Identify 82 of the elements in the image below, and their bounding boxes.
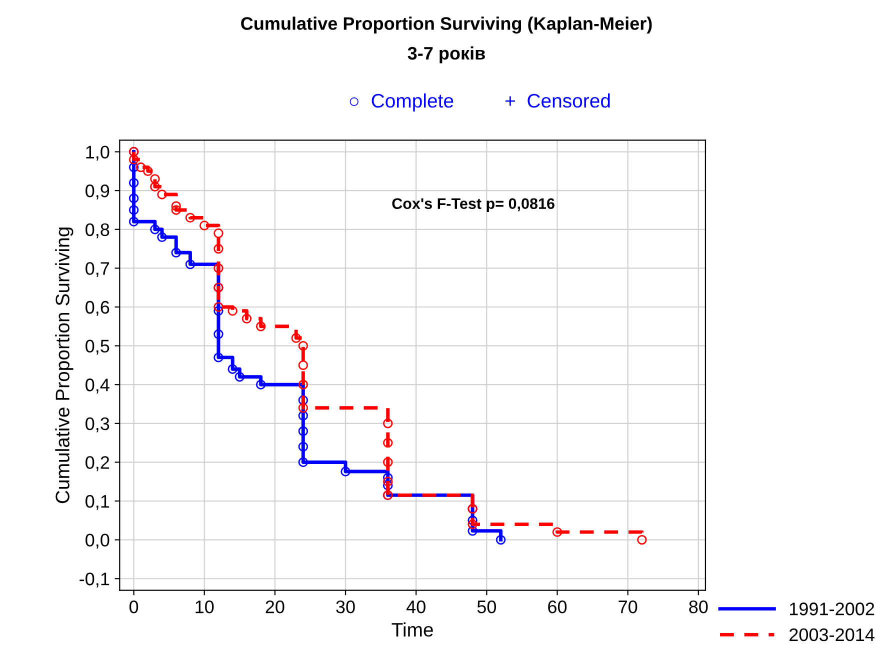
point xyxy=(214,352,224,362)
legend-label: 1991-2002 xyxy=(790,602,874,616)
point xyxy=(214,302,224,312)
chart-title: Cumulative Proportion Surviving (Kaplan-Meier) xyxy=(241,16,652,34)
chart-subtitle: 3-7 років xyxy=(408,46,485,64)
y-tick-label: 0,5 xyxy=(86,340,110,355)
point xyxy=(128,193,139,204)
point xyxy=(214,244,224,254)
point xyxy=(157,190,167,200)
point xyxy=(128,216,139,226)
point xyxy=(128,178,139,188)
point xyxy=(383,457,393,468)
y-tick-label: 0,4 xyxy=(86,378,110,394)
point xyxy=(171,201,181,211)
point xyxy=(340,466,350,476)
point xyxy=(256,380,266,390)
y-tick-label: 0,8 xyxy=(86,223,110,238)
point xyxy=(468,519,478,530)
point xyxy=(383,476,393,486)
point xyxy=(298,380,308,390)
point xyxy=(256,322,266,332)
legend-label: 2003-2014 xyxy=(790,628,874,642)
y-tick-label: 1,0 xyxy=(86,146,110,161)
point xyxy=(214,263,224,274)
point xyxy=(468,526,478,536)
point xyxy=(298,340,308,351)
text: ○ Complete xyxy=(350,93,454,112)
x-tick-label: 80 xyxy=(689,600,708,614)
point xyxy=(128,162,139,172)
point xyxy=(383,438,393,448)
point xyxy=(228,364,238,374)
y-tick-label: 0,2 xyxy=(86,456,110,472)
point xyxy=(298,410,308,421)
point xyxy=(150,224,160,234)
y-tick-label: 0,3 xyxy=(86,417,110,432)
point xyxy=(291,333,301,343)
point xyxy=(214,329,224,340)
x-tick-label: 60 xyxy=(548,600,567,614)
point xyxy=(228,306,238,316)
point xyxy=(383,472,393,483)
point xyxy=(637,534,647,545)
point xyxy=(150,174,160,184)
y-axis-title: Cumulative Proportion Surviving xyxy=(55,228,74,504)
x-tick-label: 40 xyxy=(406,600,426,614)
x-axis-title: Time xyxy=(392,622,433,637)
point xyxy=(298,457,308,468)
point xyxy=(136,162,146,172)
y-tick-label: 0,6 xyxy=(86,300,110,316)
y-tick-label: 0,7 xyxy=(86,262,110,278)
annotation: Cox's F-Test p= 0,0816 xyxy=(392,198,554,212)
x-tick-label: 10 xyxy=(196,600,214,614)
point xyxy=(199,220,210,230)
point xyxy=(185,212,196,223)
x-tick-label: 0 xyxy=(129,600,138,614)
y-tick-label: 0,0 xyxy=(86,534,110,549)
point xyxy=(214,228,224,238)
x-tick-label: 70 xyxy=(618,600,638,614)
point xyxy=(298,403,308,413)
x-tick-label: 50 xyxy=(477,600,496,614)
point xyxy=(128,154,139,164)
point xyxy=(298,442,308,452)
y-tick-label: 0,9 xyxy=(86,184,110,200)
point xyxy=(552,527,562,537)
y-tick-label: 0,1 xyxy=(86,494,110,510)
point xyxy=(157,232,167,242)
point xyxy=(214,306,224,316)
point xyxy=(171,205,181,215)
y-tick-label: -0,1 xyxy=(80,572,110,588)
point xyxy=(150,182,160,192)
point xyxy=(383,418,393,428)
point xyxy=(234,372,245,382)
point xyxy=(128,205,139,215)
point xyxy=(143,166,153,176)
text: + Censored xyxy=(505,93,610,108)
point xyxy=(298,426,308,436)
x-tick-label: 30 xyxy=(336,600,355,614)
x-tick-label: 20 xyxy=(266,600,284,614)
point xyxy=(171,248,181,258)
point xyxy=(298,360,308,370)
point xyxy=(242,314,252,324)
point xyxy=(496,534,506,545)
point xyxy=(185,259,196,270)
